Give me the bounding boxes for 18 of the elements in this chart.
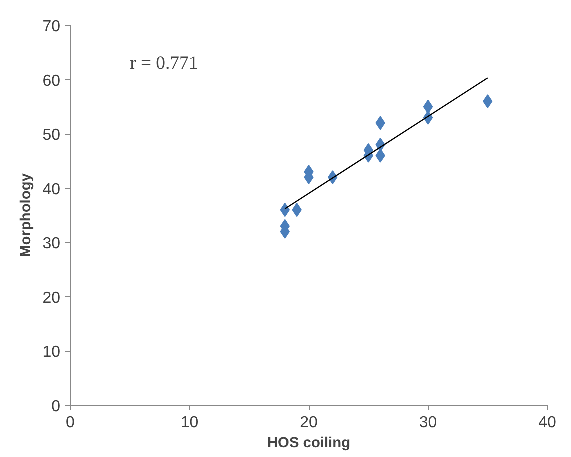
x-tick-label: 10 — [180, 414, 199, 432]
x-tick-label: 40 — [538, 414, 556, 432]
x-tick-label: 30 — [419, 414, 438, 432]
y-tick-label: 30 — [42, 236, 61, 253]
y-tick-label: 20 — [42, 290, 61, 307]
annotation: r = 0.771 — [130, 53, 198, 74]
y-tick-label: 40 — [42, 181, 61, 198]
y-tick-label: 50 — [42, 127, 61, 144]
point — [423, 100, 434, 114]
x-tick-label: 0 — [66, 414, 76, 432]
y-tick-label: 60 — [42, 72, 61, 90]
x-axis-title: HOS coiling — [267, 436, 351, 452]
point — [483, 94, 493, 108]
x-tick-label: 20 — [300, 414, 318, 432]
y-axis-title: Morphology — [18, 172, 35, 258]
y-tick-label: 0 — [52, 398, 61, 416]
y-tick-label: 70 — [42, 18, 61, 36]
y-tick-label: 10 — [42, 344, 61, 362]
